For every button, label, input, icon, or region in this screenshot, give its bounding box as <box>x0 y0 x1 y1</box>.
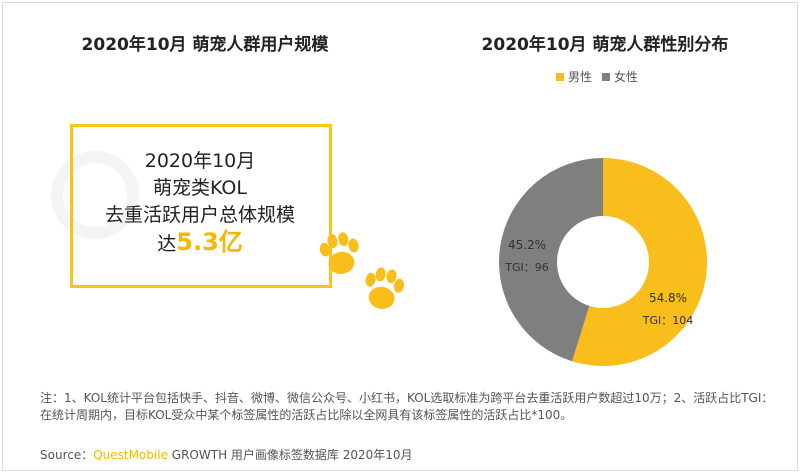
slice-1 <box>499 158 603 362</box>
donut-chart: 54.8% TGI：104 45.2% TGI：96 <box>499 158 708 366</box>
slice-tgi-label: TGI：104 <box>642 314 693 327</box>
left-title: 2020年10月 萌宠人群用户规模 <box>81 35 329 55</box>
slice-tgi-label: TGI：96 <box>504 261 548 274</box>
kol-prefix: 达 <box>157 233 177 255</box>
kol-line2: 萌宠类KOL <box>153 177 247 199</box>
kol-line1: 2020年10月 <box>144 150 256 172</box>
kol-text: 2020年10月 萌宠类KOL 去重活跃用户总体规模 达5.3亿 <box>72 148 328 258</box>
legend-item-female: 女性 <box>602 68 638 85</box>
slice-percent-label: 45.2% <box>508 238 546 252</box>
legend: 男性 女性 <box>556 68 638 85</box>
source: Source：QuestMobile GROWTH 用户画像标签数据库 2020… <box>40 448 413 462</box>
chart-title: 2020年10月 萌宠人群性别分布 <box>481 35 729 55</box>
paw-icon <box>319 232 359 274</box>
notes: 注：1、KOL统计平台包括快手、抖音、微博、微信公众号、小红书，KOL选取标准为… <box>40 391 774 422</box>
slice-percent-label: 54.8% <box>649 291 687 305</box>
kol-box <box>70 124 332 288</box>
kol-line3: 去重活跃用户总体规模 <box>104 204 295 226</box>
legend-item-male: 男性 <box>556 68 592 85</box>
slice-0 <box>572 158 708 366</box>
brand: QuestMobile <box>93 448 168 462</box>
kol-value: 5.3亿 <box>176 228 243 256</box>
paw-icon <box>365 267 405 309</box>
